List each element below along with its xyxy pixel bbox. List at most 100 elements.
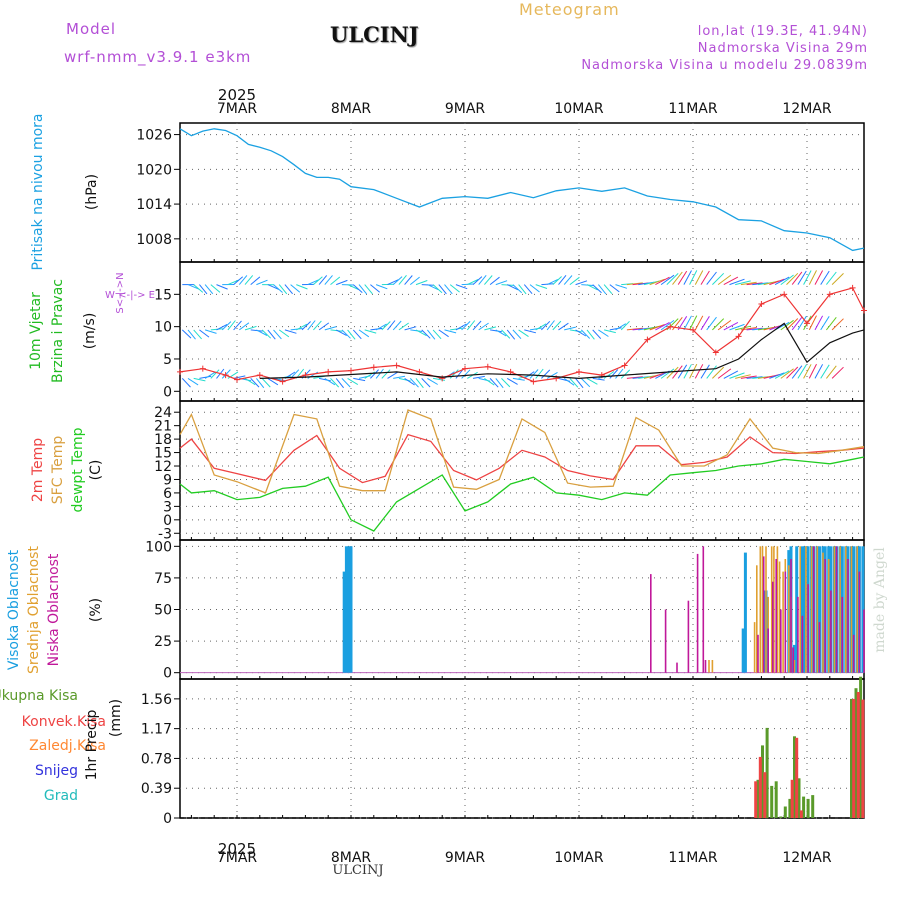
wind-arrow: [712, 272, 725, 285]
wind-arrow: [694, 315, 704, 331]
wind-arrow: [615, 323, 627, 331]
wind-arrow: [210, 369, 220, 379]
wind-title-1: 10m Vjetar: [28, 292, 44, 370]
precip-ytick-label: 0.78: [141, 751, 172, 767]
wind-compass-we: W <-|-> E: [105, 290, 155, 301]
clouds-ytick-label: 100: [145, 539, 172, 555]
wind-arrow: [774, 276, 790, 286]
wind-arrow: [649, 278, 665, 286]
wind-arrow: [244, 275, 254, 285]
wind-arrow: [512, 284, 523, 294]
wind-arrow: [512, 377, 525, 381]
wind-ytick-label: 15: [154, 287, 172, 303]
wind-arrow: [826, 365, 837, 379]
wind-arrow: [347, 284, 359, 290]
wind-arrow: [204, 284, 214, 295]
wind-arrow: [814, 315, 824, 331]
wind-arrow: [769, 372, 785, 379]
cloud-bar-niska: [650, 574, 652, 673]
bottom-date-label: 11MAR: [668, 850, 717, 866]
wind-arrow: [712, 366, 725, 379]
wind-speed-marker: [667, 323, 674, 330]
wind-arrow: [267, 284, 279, 290]
wind-arrow: [717, 319, 732, 331]
pressure-frame: [179, 122, 865, 263]
wind-arrow: [524, 329, 537, 334]
wind-arrow: [199, 284, 208, 295]
temperature-frame: [179, 400, 865, 541]
precip-unit: (mm): [108, 699, 124, 737]
cloud-bar-niska: [824, 559, 826, 673]
wind-arrow: [723, 321, 739, 331]
wind-arrow: [660, 319, 675, 331]
wind-arrow: [313, 276, 323, 285]
precip-bar-ukupna-kisa: [859, 676, 863, 818]
temperature-ytick-label: 18: [154, 432, 172, 448]
wind-arrow: [808, 270, 817, 285]
cloud-bar-srednja: [761, 546, 764, 673]
wind-arrow: [780, 274, 794, 286]
pressure-series-pritisak: [179, 128, 865, 252]
footer-credit: made by Angel: [872, 547, 888, 653]
wind-arrow: [438, 329, 449, 338]
wind-arrow: [700, 316, 710, 331]
wind-speed-marker: [279, 378, 286, 385]
wind-arrow: [803, 270, 812, 285]
wind-arrow: [256, 378, 265, 389]
wind-arrow: [552, 320, 562, 331]
bottom-date-label: 9MAR: [445, 850, 486, 866]
temperature-series-dewpt-temp: [179, 456, 865, 532]
wind-arrow: [278, 284, 288, 295]
wind-arrow: [672, 271, 683, 285]
wind-arrow: [472, 375, 485, 379]
precip-bar-konvek-kisa: [861, 699, 865, 818]
wind-arrow: [495, 378, 504, 389]
wind-arrow: [735, 280, 751, 286]
cloud-bar-srednja: [816, 546, 819, 673]
clouds-ytick-label: 0: [163, 666, 172, 682]
wind-arrow: [592, 329, 602, 340]
cloud-bar-niska: [790, 559, 792, 673]
wind-speed-marker: [781, 291, 788, 298]
cloud-bar-srednja: [856, 546, 858, 673]
wind-arrow: [335, 329, 347, 337]
wind-arrow: [490, 329, 502, 333]
wind-arrow: [586, 329, 595, 340]
cloud-bar-niska: [664, 609, 667, 673]
wind-arrow: [341, 378, 351, 388]
wind-arrow: [335, 378, 344, 389]
wind-arrow: [199, 375, 212, 379]
cloud-bar-srednja: [770, 546, 773, 673]
wind-arrow: [449, 284, 460, 293]
cloud-bar-niska: [757, 634, 759, 673]
cloud-legend-high: Visoka Oblacnost: [6, 549, 22, 670]
wind-arrow: [717, 274, 732, 286]
temp-legend-dew: dewpt Temp: [70, 427, 86, 512]
wind-arrow: [598, 284, 607, 295]
wind-speed-marker: [621, 362, 628, 369]
wind-arrow: [336, 279, 348, 286]
wind-arrow: [489, 276, 500, 285]
wind-arrow: [461, 321, 471, 331]
altitude-label: Nadmorska Visina 29m: [697, 41, 868, 56]
wind-arrow: [791, 271, 803, 285]
bottom-date-label: 8MAR: [331, 850, 372, 866]
pressure-ytick-label: 1020: [136, 162, 172, 178]
wind-arrow: [204, 329, 217, 334]
wind-arrow: [427, 329, 436, 340]
wind-arrow: [826, 271, 837, 285]
wind-arrow: [472, 320, 482, 331]
wind-arrow: [535, 284, 548, 289]
model-altitude-label: Nadmorska Visina u modelu 29.0839m: [581, 58, 868, 73]
wind-arrow: [444, 284, 453, 295]
wind-arrow: [717, 368, 732, 379]
cloud-bar-srednja: [799, 546, 801, 673]
precip-bar-ukupna-kisa: [793, 736, 796, 818]
wind-arrow: [421, 378, 431, 388]
wind-arrow: [786, 366, 799, 379]
cloud-bar-niska: [704, 660, 707, 673]
cloud-bar-niska: [772, 581, 774, 673]
wind-arrow: [797, 316, 807, 331]
wind-speed-marker: [576, 368, 582, 375]
wind-arrow: [387, 371, 398, 379]
